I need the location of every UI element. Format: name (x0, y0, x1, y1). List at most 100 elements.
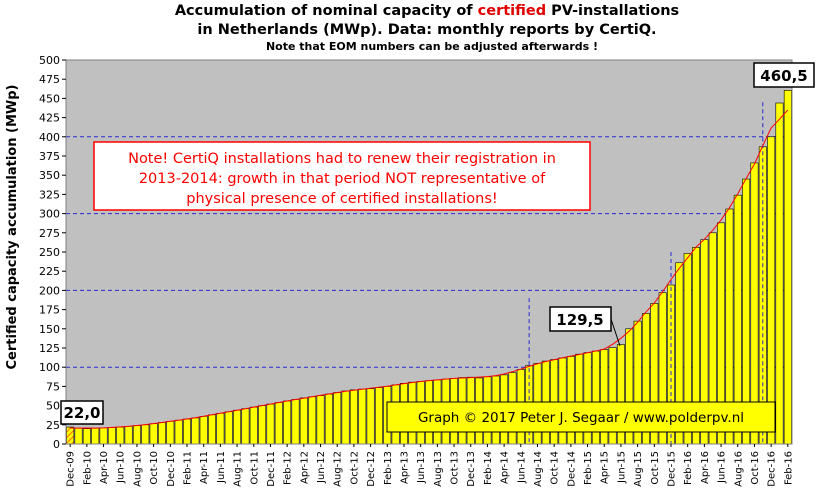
bar (208, 414, 217, 445)
note-line-1: Note! CertiQ installations had to renew … (128, 151, 556, 167)
bar (316, 395, 325, 445)
x-tick-label: Jun-16 (717, 451, 728, 484)
title-highlight: certified (478, 3, 546, 19)
credit-box: Graph © 2017 Peter J. Segaar / www.polde… (386, 401, 776, 433)
x-tick-label: Dec-15 (667, 451, 678, 487)
x-tick-label: Apr-13 (400, 451, 411, 484)
trend-line (70, 109, 789, 429)
y-tick-label: 0 (53, 438, 60, 451)
x-tick-label: Jun-10 (116, 451, 127, 484)
x-tick-label: Aug-14 (533, 451, 544, 487)
bar (91, 427, 100, 445)
x-tick-label: Feb-12 (283, 451, 294, 485)
x-tick-label: Feb-11 (183, 451, 194, 485)
x-tick-label: Oct-10 (149, 451, 160, 485)
x-tick-label: Dec-10 (166, 451, 177, 487)
bar (291, 399, 300, 445)
x-tick-label: Apr-11 (199, 451, 210, 484)
y-tick-label: 425 (39, 112, 60, 125)
bar (82, 428, 91, 445)
bar (366, 388, 375, 445)
y-tick-label: 75 (46, 380, 60, 393)
bar (224, 411, 233, 445)
x-tick-label: Feb-13 (383, 451, 394, 485)
x-tick-label: Jun-11 (216, 451, 227, 484)
x-tick-label: Dec-13 (466, 451, 477, 487)
bar (333, 392, 342, 445)
x-tick-label: Apr-10 (99, 451, 110, 484)
x-tick-label: Oct-15 (650, 451, 661, 485)
title-suffix: PV-installations (546, 3, 679, 19)
y-tick-label: 25 (46, 419, 60, 432)
bar (775, 102, 784, 445)
x-tick-label: Apr-14 (500, 451, 511, 484)
x-tick-label: Oct-16 (750, 451, 761, 485)
x-tick-label: Feb-16 (683, 451, 694, 485)
y-tick-label: 400 (39, 131, 60, 144)
x-tick-label: Dec-14 (566, 451, 577, 487)
chart-title-line1: Accumulation of nominal capacity of cert… (175, 3, 679, 19)
x-tick-label: Aug-16 (733, 451, 744, 487)
x-tick-label: Aug-11 (233, 451, 244, 487)
bar (107, 427, 116, 445)
bar (767, 136, 776, 445)
x-tick-label: Feb-15 (583, 451, 594, 485)
bar (374, 387, 383, 445)
bar (74, 427, 83, 445)
end-value-text: 460,5 (760, 67, 807, 85)
mid-value-text: 129,5 (556, 311, 603, 329)
x-tick-label: Apr-15 (600, 451, 611, 484)
x-tick-label: Feb-16 (783, 451, 794, 485)
start-value-label: 22,0 (60, 400, 104, 425)
bar (349, 389, 358, 445)
bar (299, 397, 308, 445)
x-tick-label: Oct-11 (249, 451, 260, 485)
y-axis-label: Certified capacity accumulation (MWp) (5, 85, 20, 370)
x-tick-label: Aug-13 (433, 451, 444, 487)
x-tick-label: Dec-12 (366, 451, 377, 487)
y-tick-label: 275 (39, 227, 60, 240)
bar (149, 423, 158, 445)
y-tick-label: 50 (46, 400, 60, 413)
bar (324, 393, 333, 445)
bar (99, 427, 108, 445)
bar (174, 419, 183, 445)
y-tick-label: 500 (39, 54, 60, 67)
bar (249, 406, 258, 445)
x-tick-label: Apr-16 (700, 451, 711, 484)
bar (783, 90, 792, 445)
x-tick-label: Jun-12 (316, 451, 327, 484)
x-tick-label: Jun-13 (416, 451, 427, 484)
bar (183, 418, 191, 445)
bars-layer (66, 90, 792, 445)
bar (266, 403, 275, 445)
bar (157, 422, 166, 445)
x-tick-label: Oct-12 (349, 451, 360, 485)
y-tick-label: 450 (39, 92, 60, 105)
y-tick-label: 350 (39, 169, 60, 182)
y-tick-label: 100 (39, 361, 60, 374)
x-tick-label: Oct-13 (450, 451, 461, 485)
bar (216, 412, 225, 445)
x-tick-label: Jun-15 (616, 451, 627, 484)
bar (241, 408, 250, 445)
x-tick-label: Apr-12 (299, 451, 310, 484)
bar (132, 425, 141, 445)
y-tick-label: 225 (39, 265, 60, 278)
bar (341, 390, 350, 445)
note-line-2: 2013-2014: growth in that period NOT rep… (139, 171, 546, 187)
y-tick-label: 175 (39, 304, 60, 317)
x-tick-label: Dec-11 (266, 451, 277, 487)
start-value-box (60, 400, 104, 425)
x-tick-label: Feb-14 (483, 451, 494, 485)
end-value-label: 460,5 (753, 62, 815, 88)
credit-box-frame (386, 401, 776, 433)
note-box-frame (93, 141, 591, 211)
note-box: Note! CertiQ installations had to renew … (93, 141, 591, 211)
bar (258, 405, 267, 445)
y-tick-label: 375 (39, 150, 60, 163)
bar (283, 400, 292, 445)
bar (166, 421, 175, 445)
bar (191, 417, 200, 445)
